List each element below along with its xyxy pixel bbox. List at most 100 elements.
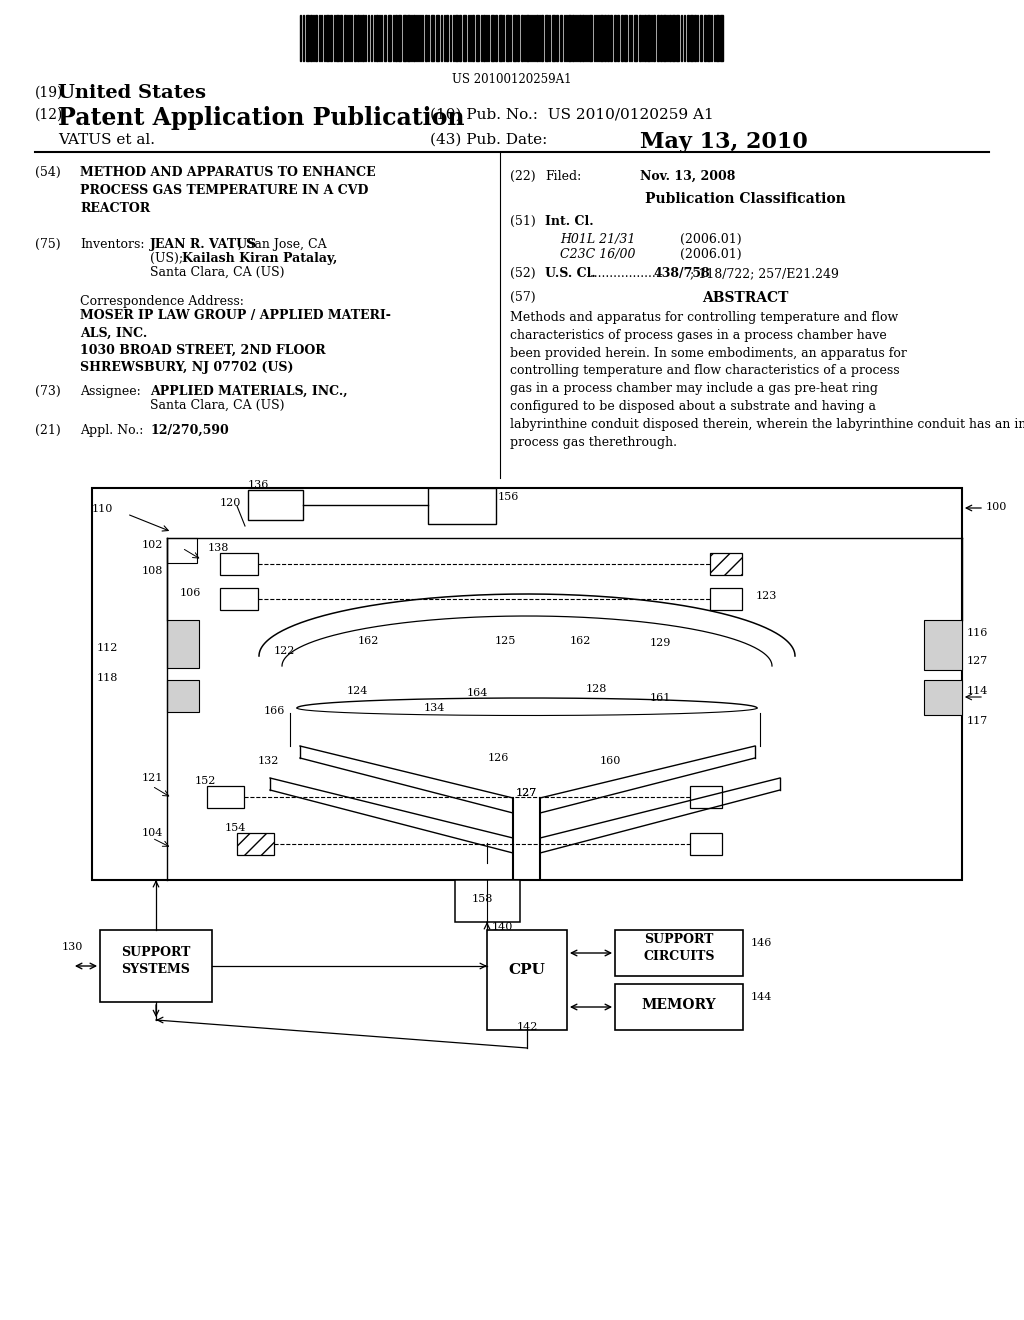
Text: (52): (52) bbox=[510, 267, 536, 280]
Bar bbox=[395, 15, 397, 61]
Bar bbox=[672, 15, 675, 61]
Text: (54): (54) bbox=[35, 166, 60, 180]
Bar bbox=[705, 15, 706, 61]
Bar bbox=[615, 983, 743, 1030]
Bar bbox=[490, 15, 494, 61]
Bar bbox=[604, 15, 606, 61]
Bar bbox=[720, 15, 723, 61]
Bar bbox=[483, 15, 485, 61]
Text: 102: 102 bbox=[142, 540, 164, 550]
Text: (10) Pub. No.:  US 2010/0120259 A1: (10) Pub. No.: US 2010/0120259 A1 bbox=[430, 108, 714, 121]
Bar bbox=[610, 15, 612, 61]
Text: Assignee:: Assignee: bbox=[80, 385, 140, 399]
Bar bbox=[690, 833, 722, 855]
Bar bbox=[653, 15, 655, 61]
Text: (43) Pub. Date:: (43) Pub. Date: bbox=[430, 133, 548, 147]
Bar bbox=[446, 15, 449, 61]
Bar bbox=[413, 15, 415, 61]
Bar bbox=[310, 15, 312, 61]
Text: APPLIED MATERIALS, INC.,: APPLIED MATERIALS, INC., bbox=[150, 385, 347, 399]
Bar bbox=[167, 680, 199, 711]
Text: 120: 120 bbox=[220, 498, 242, 508]
Text: 158: 158 bbox=[471, 894, 493, 904]
Text: 166: 166 bbox=[264, 706, 286, 715]
Bar bbox=[476, 15, 479, 61]
Text: 160: 160 bbox=[600, 756, 622, 766]
Bar bbox=[644, 15, 646, 61]
Bar bbox=[589, 15, 592, 61]
Bar bbox=[92, 488, 962, 880]
Text: (US);: (US); bbox=[150, 252, 187, 265]
Bar bbox=[614, 15, 616, 61]
Text: 438/758: 438/758 bbox=[653, 267, 710, 280]
Text: United States: United States bbox=[58, 84, 206, 102]
Text: 152: 152 bbox=[195, 776, 216, 785]
Text: Santa Clara, CA (US): Santa Clara, CA (US) bbox=[150, 399, 285, 412]
Bar bbox=[526, 15, 529, 61]
Text: 129: 129 bbox=[650, 638, 672, 648]
Bar bbox=[617, 15, 618, 61]
Text: Kailash Kiran Patalay,: Kailash Kiran Patalay, bbox=[182, 252, 337, 265]
Bar bbox=[556, 15, 558, 61]
Text: (22): (22) bbox=[510, 170, 536, 183]
Bar bbox=[690, 785, 722, 808]
Bar bbox=[513, 15, 516, 61]
Text: 128: 128 bbox=[586, 684, 607, 694]
Text: Correspondence Address:: Correspondence Address: bbox=[80, 294, 244, 308]
Text: (75): (75) bbox=[35, 238, 60, 251]
Bar bbox=[455, 15, 458, 61]
Bar bbox=[690, 15, 693, 61]
Bar bbox=[326, 15, 329, 61]
Bar bbox=[639, 15, 641, 61]
Text: (12): (12) bbox=[35, 108, 63, 121]
Bar bbox=[624, 15, 627, 61]
Text: 126: 126 bbox=[488, 752, 509, 763]
Text: ...................: ................... bbox=[587, 267, 660, 280]
Text: CPU: CPU bbox=[509, 964, 546, 977]
Bar bbox=[354, 15, 356, 61]
Bar bbox=[687, 15, 689, 61]
Bar bbox=[425, 15, 427, 61]
Text: Publication Classification: Publication Classification bbox=[645, 191, 846, 206]
Text: (57): (57) bbox=[510, 290, 536, 304]
Bar bbox=[220, 553, 258, 576]
Text: 134: 134 bbox=[424, 704, 445, 713]
Bar bbox=[579, 15, 581, 61]
Bar bbox=[398, 15, 401, 61]
Text: 108: 108 bbox=[142, 566, 164, 576]
Bar bbox=[100, 931, 212, 1002]
Bar bbox=[336, 15, 339, 61]
Bar bbox=[403, 15, 406, 61]
Bar bbox=[459, 15, 461, 61]
Text: MOSER IP LAW GROUP / APPLIED MATERI-
ALS, INC.
1030 BROAD STREET, 2ND FLOOR
SHRE: MOSER IP LAW GROUP / APPLIED MATERI- ALS… bbox=[80, 309, 391, 375]
Text: 138: 138 bbox=[208, 543, 229, 553]
Text: (51): (51) bbox=[510, 215, 536, 228]
Text: 132: 132 bbox=[258, 756, 280, 766]
Text: ABSTRACT: ABSTRACT bbox=[701, 290, 788, 305]
Bar bbox=[306, 15, 309, 61]
Text: 121: 121 bbox=[142, 774, 164, 783]
Bar bbox=[495, 15, 497, 61]
Text: 162: 162 bbox=[570, 636, 592, 645]
Bar bbox=[615, 931, 743, 975]
Text: Patent Application Publication: Patent Application Publication bbox=[58, 106, 465, 129]
Bar bbox=[707, 15, 710, 61]
Text: 140: 140 bbox=[492, 921, 513, 932]
Bar bbox=[669, 15, 671, 61]
Bar bbox=[428, 488, 496, 524]
Bar bbox=[621, 15, 623, 61]
Text: Santa Clara, CA (US): Santa Clara, CA (US) bbox=[150, 267, 285, 279]
Text: 127: 127 bbox=[967, 656, 988, 667]
Text: 110: 110 bbox=[92, 504, 114, 513]
Bar bbox=[315, 15, 317, 61]
Bar bbox=[167, 620, 199, 668]
Text: (73): (73) bbox=[35, 385, 60, 399]
Bar bbox=[431, 15, 434, 61]
Text: 156: 156 bbox=[498, 492, 519, 502]
Text: 127: 127 bbox=[516, 788, 538, 799]
Bar bbox=[541, 15, 543, 61]
Text: U.S. Cl.: U.S. Cl. bbox=[545, 267, 596, 280]
Text: MEMORY: MEMORY bbox=[642, 998, 717, 1012]
Text: 112: 112 bbox=[97, 643, 119, 653]
Text: SUPPORT
CIRCUITS: SUPPORT CIRCUITS bbox=[643, 933, 715, 964]
